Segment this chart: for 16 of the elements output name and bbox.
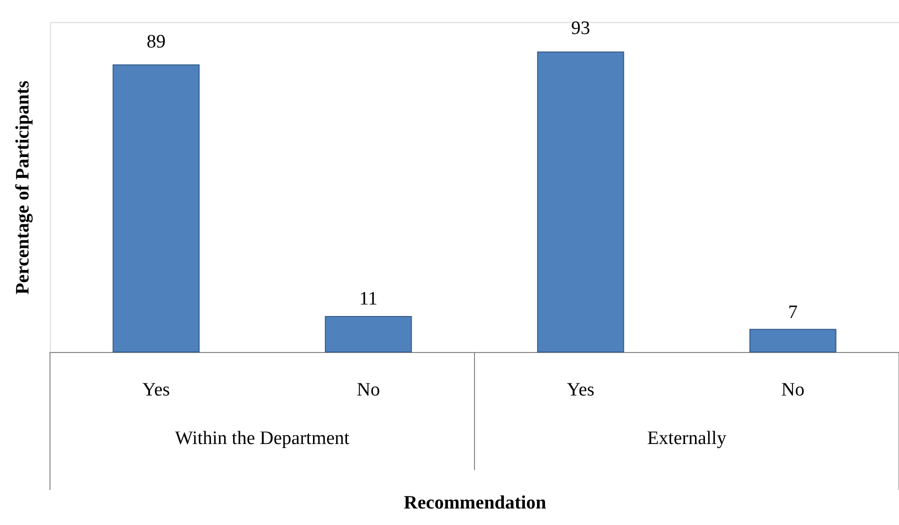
bar: [749, 328, 836, 352]
bar: [324, 316, 412, 352]
data-label: 7: [788, 302, 798, 323]
x-tick-label: Yes: [142, 380, 170, 400]
bar: [112, 64, 200, 352]
text: Externally: [647, 428, 727, 449]
y-axis-title: Percentage of Participants: [12, 80, 34, 294]
text: Within the Department: [175, 428, 350, 449]
x-axis-title: Recommendation: [404, 492, 547, 514]
x-tick-label: Yes: [566, 380, 594, 400]
data-label: 93: [571, 18, 590, 40]
data-label: 11: [359, 288, 378, 310]
x-tick-label: No: [781, 380, 804, 400]
data-label: 89: [146, 31, 166, 52]
bar: [537, 52, 624, 352]
x-tick-label: No: [356, 380, 380, 400]
